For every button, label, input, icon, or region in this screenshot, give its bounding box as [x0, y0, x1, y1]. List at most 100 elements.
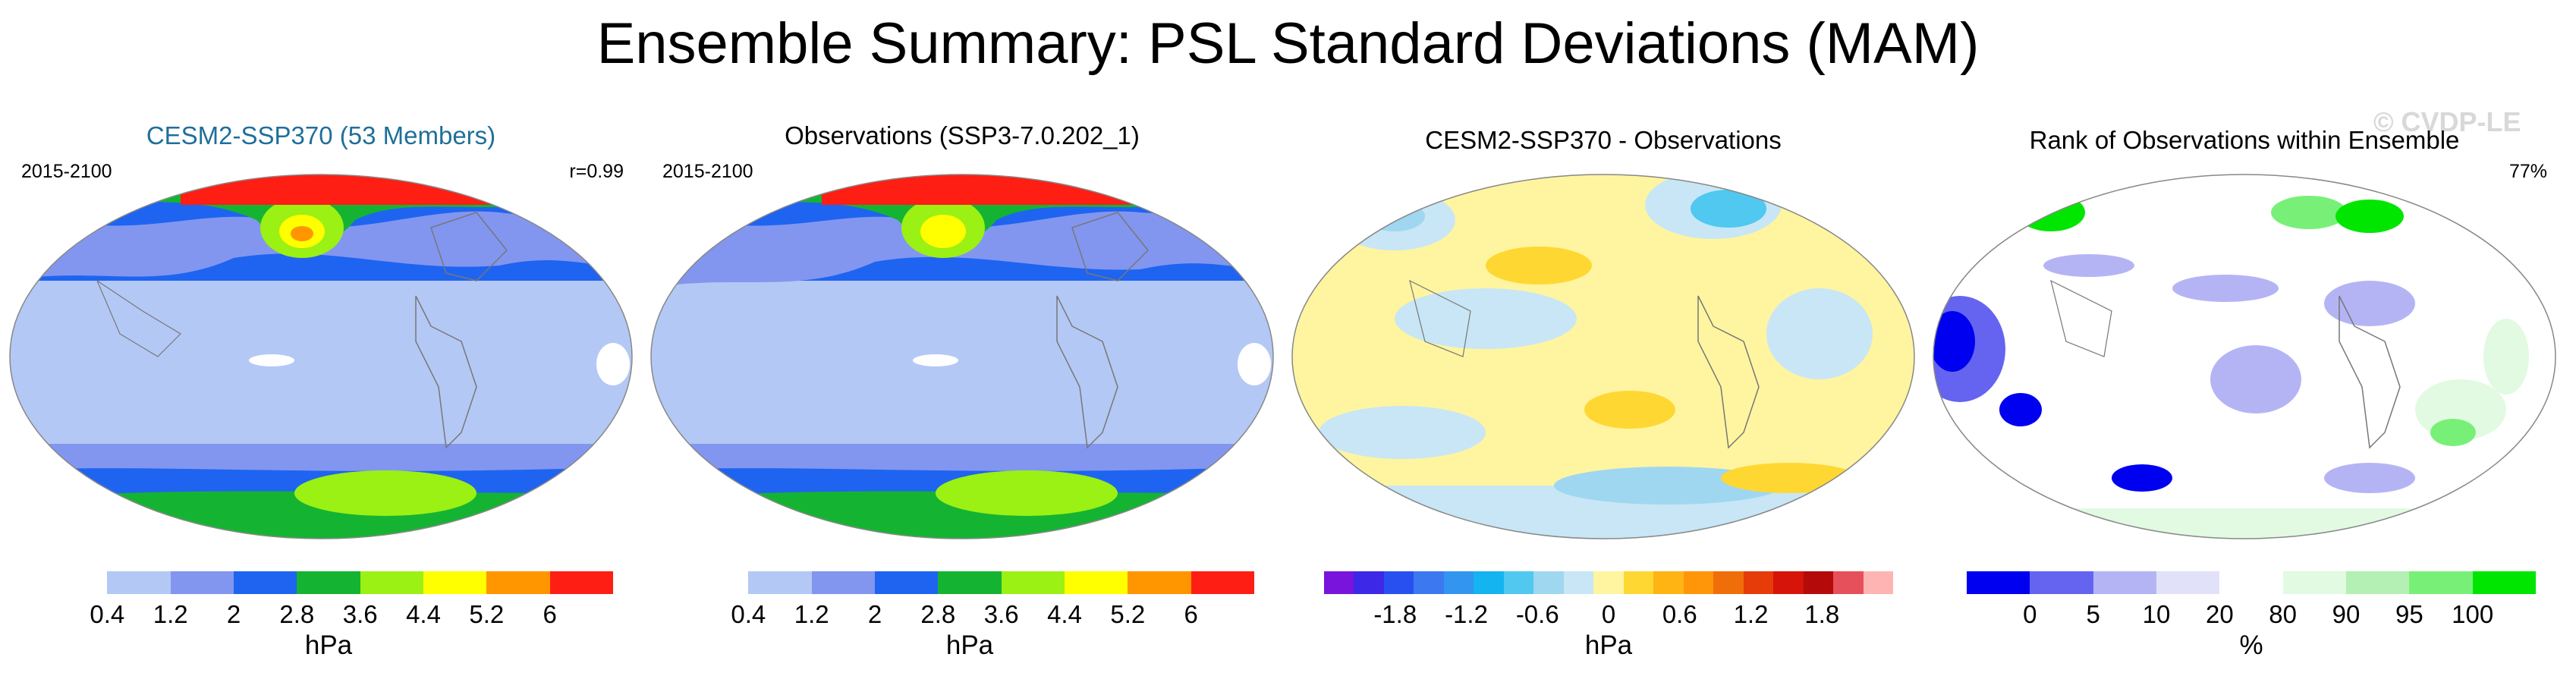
period-label: 2015-2100	[662, 161, 753, 182]
colorbar-tick-label: 1.2	[794, 600, 829, 628]
colorbar-tick-label: 90	[2332, 600, 2361, 628]
colorbar-tick-label: 6	[543, 600, 557, 628]
colorbar-tick-label: 4.4	[406, 600, 441, 628]
panel-observations: Observations (SSP3-7.0.202_1) 2015-2100	[647, 114, 1277, 561]
colorbar-swatch	[2030, 571, 2094, 594]
colorbar-swatch	[2093, 571, 2157, 594]
colorbar-tick-label: 3.6	[342, 600, 378, 628]
colorbar-tick-label: 1.8	[1804, 600, 1840, 628]
colorbar-swatch	[107, 571, 171, 594]
colorbar-swatch	[1533, 571, 1565, 594]
colorbar-swatch	[1190, 571, 1255, 594]
colorbar-swatch	[1503, 571, 1534, 594]
colorbar-tick-label: 5	[2086, 600, 2100, 628]
colorbar-difference: -1.8 -1.2 -0.6 0 0.6 1.2 1.8 hPa	[1324, 571, 1894, 670]
colorbar-swatch	[1128, 571, 1192, 594]
colorbar-swatch	[1414, 571, 1445, 594]
colorbar-tick-label: 10	[2142, 600, 2171, 628]
colorbar-swatch	[2472, 571, 2537, 594]
colorbar-tick-label: 4.4	[1047, 600, 1082, 628]
colorbar-swatch	[685, 571, 749, 594]
colorbar-swatch	[1833, 571, 1864, 594]
colorbar-swatch	[1065, 571, 1128, 594]
colorbar-swatch	[423, 571, 487, 594]
colorbar-swatch	[234, 571, 297, 594]
colorbar-swatch	[2282, 571, 2347, 594]
panel-title: Rank of Observations within Ensemble	[2029, 126, 2460, 154]
colorbar-swatch	[297, 571, 361, 594]
colorbar-swatch	[1653, 571, 1684, 594]
colorbar-swatch	[1563, 571, 1594, 594]
colorbar-swatch	[748, 571, 813, 594]
colorbar-swatch	[44, 571, 108, 594]
period-label: 2015-2100	[21, 161, 112, 182]
colorbar-tick-label: 0.6	[1662, 600, 1697, 628]
colorbar-tick-label: 2.8	[920, 600, 956, 628]
panel-title: CESM2-SSP370 - Observations	[1425, 126, 1782, 154]
colorbar-swatch	[1967, 571, 2030, 594]
colorbar-swatch	[1743, 571, 1774, 594]
colorbar-swatch	[1593, 571, 1625, 594]
percent-label: 77%	[2508, 161, 2547, 182]
colorbar-unit-label: hPa	[945, 630, 994, 660]
colorbar-swatch	[2219, 571, 2284, 594]
colorbar-unit-label: %	[2239, 630, 2263, 660]
colorbar-swatch	[170, 571, 234, 594]
colorbar-swatch	[1474, 571, 1505, 594]
colorbar-swatch	[1683, 571, 1714, 594]
colorbar-swatch	[1324, 571, 1354, 594]
panel-rank: Rank of Observations within Ensemble 77%	[1930, 114, 2559, 561]
colorbar-tick-label: 80	[2269, 600, 2298, 628]
colorbar-swatch	[1354, 571, 1385, 594]
correlation-label: r=0.99	[569, 161, 624, 182]
colorbar-swatch	[2409, 571, 2474, 594]
panel-title: CESM2-SSP370 (53 Members)	[146, 121, 496, 149]
colorbar-swatch	[549, 571, 614, 594]
colorbar-observations: 0.4 1.2 2 2.8 3.6 4.4 5.2 6 hPa	[685, 571, 1255, 670]
map-observations	[650, 174, 1274, 539]
panel-title: Observations (SSP3-7.0.202_1)	[785, 121, 1140, 149]
colorbar-tick-label: 95	[2395, 600, 2423, 628]
colorbar-unit-label: hPa	[304, 630, 353, 660]
colorbar-swatch	[811, 571, 876, 594]
colorbar-tick-label: 0.4	[90, 600, 125, 628]
colorbar-tick-label: 6	[1184, 600, 1198, 628]
colorbar-swatch	[875, 571, 939, 594]
colorbar-tick-label: 20	[2205, 600, 2234, 628]
colorbar-swatch	[1383, 571, 1414, 594]
colorbar-tick-label: 0	[1601, 600, 1616, 628]
colorbar-swatch	[1863, 571, 1894, 594]
colorbar-swatch	[938, 571, 1002, 594]
map-difference	[1291, 174, 1915, 539]
colorbar-swatch	[1803, 571, 1834, 594]
colorbar-tick-label: 100	[2452, 600, 2494, 628]
colorbar-swatch	[2156, 571, 2220, 594]
colorbar-swatch	[2346, 571, 2410, 594]
colorbar-tick-label: 2.8	[279, 600, 315, 628]
map-model	[9, 174, 633, 539]
colorbar-unit-label: hPa	[1584, 630, 1633, 660]
watermark: © CVDP-LE	[2373, 106, 2521, 137]
colorbar-model: 0.4 1.2 2 2.8 3.6 4.4 5.2 6 hPa	[44, 571, 614, 670]
colorbar-tick-label: 1.2	[153, 600, 188, 628]
colorbar-swatch	[360, 571, 424, 594]
colorbar-swatch	[1623, 571, 1654, 594]
colorbar-swatch	[1001, 571, 1065, 594]
figure-title: Ensemble Summary: PSL Standard Deviation…	[596, 11, 1980, 76]
colorbar-swatch	[486, 571, 551, 594]
panel-model: CESM2-SSP370 (53 Members) 2015-2100 r=0.…	[6, 114, 636, 561]
colorbar-tick-label: -1.2	[1445, 600, 1488, 628]
colorbar-swatch	[1443, 571, 1474, 594]
colorbar-tick-label: 2	[226, 600, 241, 628]
colorbar-tick-label: 0	[2023, 600, 2037, 628]
colorbar-swatch	[1713, 571, 1744, 594]
colorbar-tick-label: -0.6	[1515, 600, 1559, 628]
colorbar-tick-label: 1.2	[1733, 600, 1769, 628]
colorbar-tick-label: 0.4	[731, 600, 766, 628]
panel-difference: CESM2-SSP370 - Observations	[1288, 114, 1918, 561]
map-rank	[1933, 174, 2556, 539]
colorbar-tick-label: 3.6	[983, 600, 1019, 628]
colorbar-tick-label: 2	[867, 600, 882, 628]
colorbar-tick-label: -1.8	[1373, 600, 1417, 628]
colorbar-rank: 0 5 10 20 80 90 95 100%	[1967, 571, 2537, 670]
